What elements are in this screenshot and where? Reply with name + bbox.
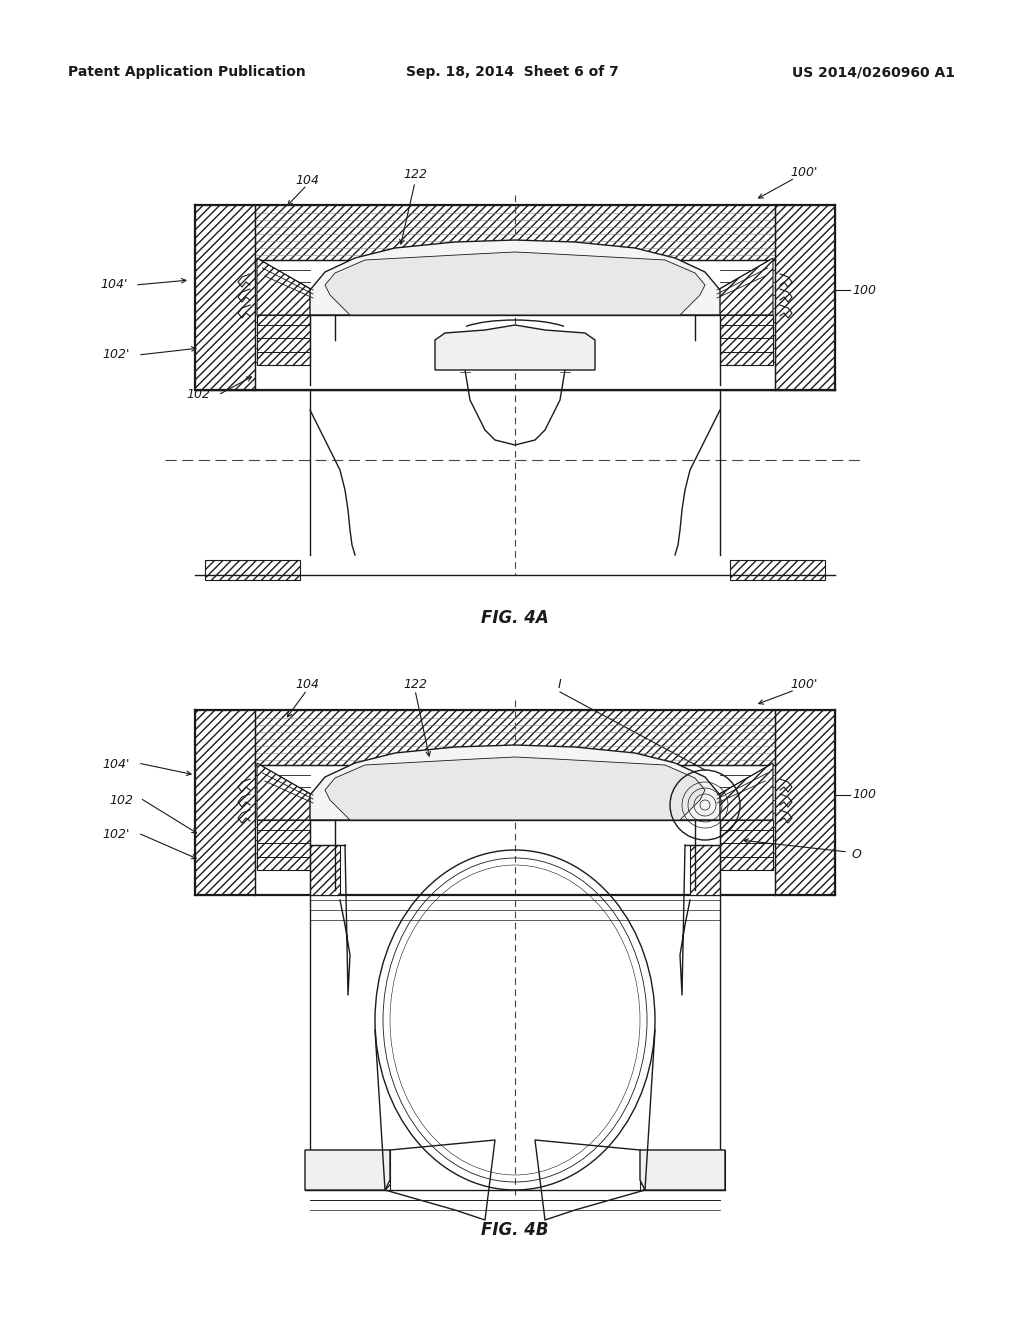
Polygon shape — [325, 756, 705, 820]
Polygon shape — [195, 205, 255, 389]
Text: I: I — [558, 678, 562, 692]
Text: Sep. 18, 2014  Sheet 6 of 7: Sep. 18, 2014 Sheet 6 of 7 — [406, 65, 618, 79]
Polygon shape — [718, 763, 773, 820]
Polygon shape — [640, 1150, 725, 1191]
Polygon shape — [310, 744, 720, 820]
Text: 122: 122 — [403, 169, 427, 181]
Polygon shape — [257, 315, 310, 366]
Text: 104': 104' — [102, 759, 130, 771]
Polygon shape — [257, 763, 312, 820]
Text: O: O — [852, 849, 862, 862]
Polygon shape — [305, 1150, 390, 1191]
Text: 102': 102' — [102, 348, 130, 362]
Polygon shape — [435, 325, 595, 370]
Text: 102': 102' — [102, 829, 130, 842]
Text: Patent Application Publication: Patent Application Publication — [68, 65, 306, 79]
Text: 102: 102 — [109, 793, 133, 807]
Polygon shape — [310, 845, 340, 895]
Polygon shape — [257, 257, 312, 315]
Polygon shape — [640, 1150, 725, 1191]
Polygon shape — [718, 257, 773, 315]
Text: 122: 122 — [403, 678, 427, 692]
Text: 100': 100' — [790, 678, 817, 692]
Text: 100: 100 — [852, 284, 876, 297]
Polygon shape — [690, 845, 720, 895]
Text: FIG. 4B: FIG. 4B — [481, 1221, 549, 1239]
Polygon shape — [205, 560, 300, 579]
Text: 100: 100 — [852, 788, 876, 801]
Text: US 2014/0260960 A1: US 2014/0260960 A1 — [792, 65, 955, 79]
Polygon shape — [310, 240, 720, 315]
Polygon shape — [305, 1150, 390, 1191]
Text: FIG. 4A: FIG. 4A — [481, 609, 549, 627]
Text: 102: 102 — [186, 388, 210, 401]
Polygon shape — [195, 710, 255, 895]
Polygon shape — [730, 560, 825, 579]
Text: 104: 104 — [295, 678, 319, 692]
Polygon shape — [775, 710, 835, 895]
Text: 104': 104' — [100, 279, 128, 292]
Text: 104: 104 — [295, 173, 319, 186]
Polygon shape — [255, 205, 775, 260]
Polygon shape — [720, 315, 773, 366]
Polygon shape — [257, 820, 310, 870]
Polygon shape — [720, 820, 773, 870]
Polygon shape — [255, 710, 775, 766]
Text: 100': 100' — [790, 165, 817, 178]
Polygon shape — [325, 252, 705, 315]
Polygon shape — [775, 205, 835, 389]
